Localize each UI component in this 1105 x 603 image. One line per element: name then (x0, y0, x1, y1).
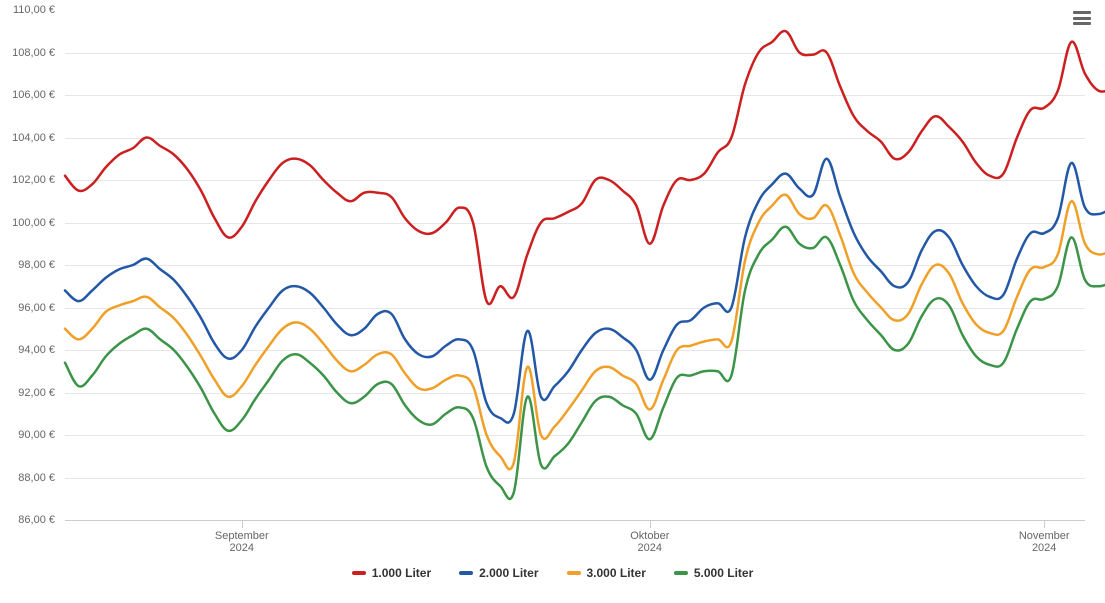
price-line-chart: 86,00 €88,00 €90,00 €92,00 €94,00 €96,00… (0, 0, 1105, 603)
legend-label: 5.000 Liter (694, 566, 753, 580)
legend-label: 2.000 Liter (479, 566, 538, 580)
legend-swatch (567, 571, 581, 575)
chart-legend: 1.000 Liter 2.000 Liter 3.000 Liter 5.000 L… (0, 566, 1105, 580)
legend-item[interactable]: 5.000 Liter (674, 566, 753, 580)
legend-item[interactable]: 3.000 Liter (567, 566, 646, 580)
series-line (65, 227, 1105, 499)
legend-item[interactable]: 2.000 Liter (459, 566, 538, 580)
legend-label: 3.000 Liter (587, 566, 646, 580)
legend-label: 1.000 Liter (372, 566, 431, 580)
legend-swatch (674, 571, 688, 575)
legend-item[interactable]: 1.000 Liter (352, 566, 431, 580)
series-line (65, 31, 1105, 304)
legend-swatch (459, 571, 473, 575)
legend-swatch (352, 571, 366, 575)
chart-lines (0, 0, 1105, 603)
